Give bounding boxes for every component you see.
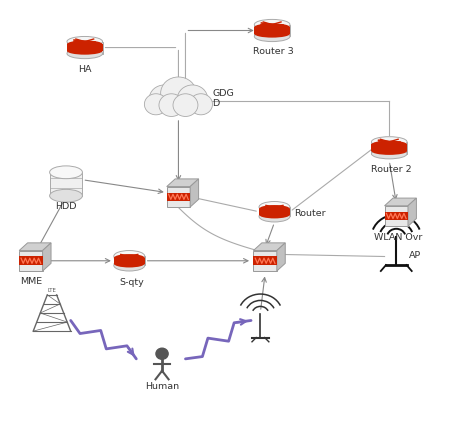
Ellipse shape [259,201,290,213]
Ellipse shape [372,147,407,155]
Ellipse shape [67,48,102,59]
Text: Human: Human [145,382,179,391]
Ellipse shape [259,211,290,219]
FancyBboxPatch shape [384,206,408,226]
Ellipse shape [114,251,145,262]
Text: GDG
D: GDG D [212,89,234,108]
FancyBboxPatch shape [254,251,277,271]
FancyBboxPatch shape [167,187,190,207]
Circle shape [149,85,180,112]
Circle shape [156,348,168,359]
Circle shape [161,77,196,109]
Ellipse shape [255,32,290,41]
Circle shape [177,85,208,112]
Ellipse shape [259,205,290,213]
Ellipse shape [372,137,407,147]
Text: HDD: HDD [55,202,77,211]
Ellipse shape [255,30,290,38]
Ellipse shape [255,19,290,30]
Text: Router 3: Router 3 [253,47,293,56]
Text: MME: MME [20,277,42,286]
FancyBboxPatch shape [255,25,290,36]
Ellipse shape [67,41,102,48]
FancyBboxPatch shape [67,41,102,54]
Circle shape [189,94,212,115]
Circle shape [145,94,167,115]
FancyBboxPatch shape [259,207,290,216]
Ellipse shape [67,47,102,55]
Ellipse shape [114,254,145,262]
FancyBboxPatch shape [167,193,190,201]
Text: WLAN Ovr: WLAN Ovr [374,233,423,242]
FancyBboxPatch shape [50,172,82,196]
FancyBboxPatch shape [384,212,408,220]
Polygon shape [254,243,285,251]
Text: HA: HA [78,66,91,74]
Circle shape [173,94,198,117]
Polygon shape [19,243,51,251]
Ellipse shape [50,189,82,202]
Ellipse shape [259,211,290,222]
Polygon shape [408,198,417,226]
Circle shape [159,94,184,117]
Text: AP: AP [410,251,422,260]
FancyBboxPatch shape [114,258,145,264]
FancyBboxPatch shape [114,256,145,266]
FancyBboxPatch shape [255,27,290,34]
Text: S-qty: S-qty [119,278,144,287]
Polygon shape [384,198,417,206]
FancyBboxPatch shape [372,144,407,151]
Ellipse shape [372,141,407,148]
FancyBboxPatch shape [254,257,277,265]
FancyBboxPatch shape [372,142,407,154]
Ellipse shape [114,260,145,267]
Text: Router 2: Router 2 [371,165,412,174]
Text: LTE: LTE [47,288,56,293]
Polygon shape [167,179,199,187]
Ellipse shape [255,23,290,31]
FancyBboxPatch shape [19,257,43,265]
FancyBboxPatch shape [259,209,290,215]
Ellipse shape [114,260,145,271]
Polygon shape [190,179,199,207]
Text: Router: Router [294,210,326,218]
Ellipse shape [372,149,407,159]
Polygon shape [43,243,51,271]
Ellipse shape [67,36,102,47]
FancyBboxPatch shape [19,251,43,271]
Polygon shape [277,243,285,271]
FancyBboxPatch shape [67,44,102,51]
FancyBboxPatch shape [153,91,204,111]
Ellipse shape [50,166,82,179]
